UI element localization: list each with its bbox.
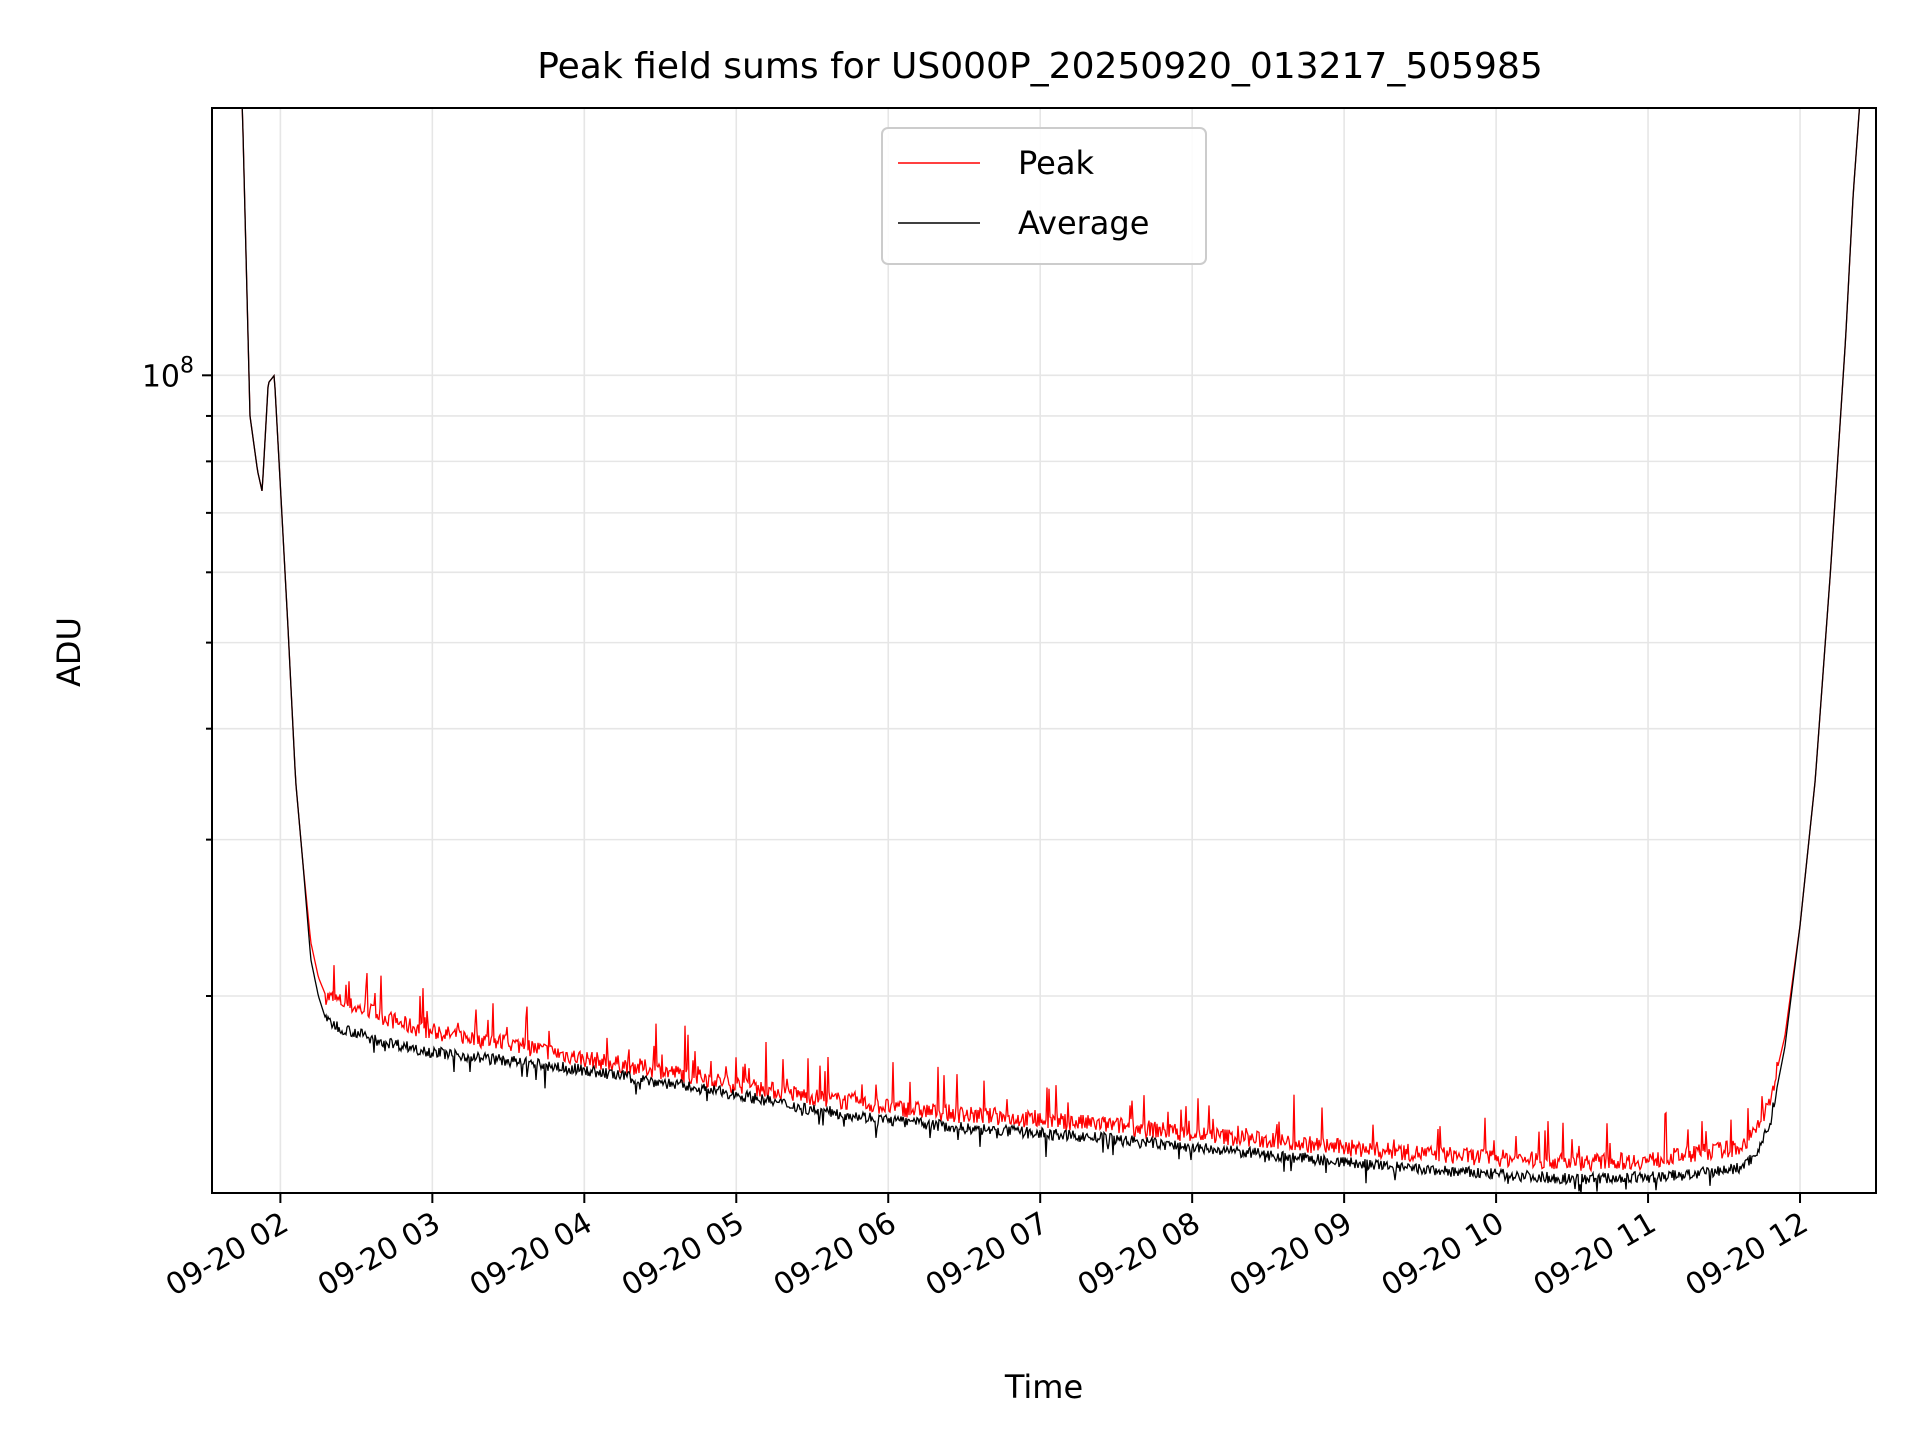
series-line-average — [241, 108, 1861, 1193]
series-line-peak — [241, 108, 1861, 1173]
legend: Peak Average — [881, 127, 1207, 265]
plot-area — [241, 108, 1861, 1193]
y-axis-label: ADU — [50, 617, 88, 687]
chart-title: Peak field sums for US000P_20250920_0132… — [537, 46, 1543, 87]
legend-label-average: Average — [1018, 204, 1149, 242]
y-axis: 108 — [142, 353, 212, 997]
axes-frame — [211, 107, 1877, 1194]
legend-box — [881, 127, 1207, 265]
y-tick-label: 108 — [142, 353, 194, 394]
grid — [212, 108, 1876, 1193]
legend-label-peak: Peak — [1018, 144, 1094, 182]
x-axis-label: Time — [1004, 1368, 1083, 1406]
